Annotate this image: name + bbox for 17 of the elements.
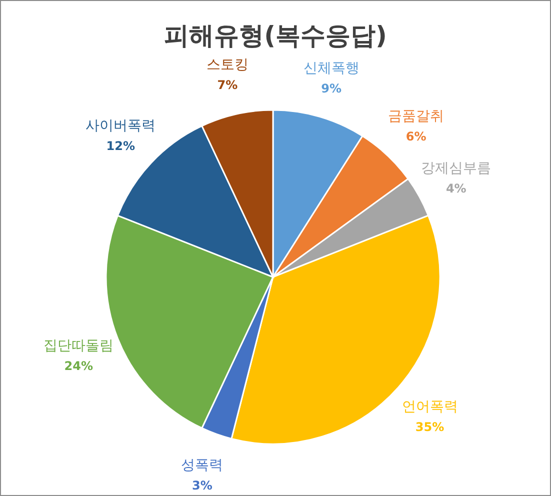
data-label: 12% bbox=[106, 138, 136, 153]
data-label: 35% bbox=[415, 420, 444, 434]
data-label: 9% bbox=[321, 81, 342, 96]
slice-label: 성폭력 bbox=[181, 458, 224, 474]
slice-label: 신체폭행 bbox=[303, 60, 360, 76]
slice-label: 언어폭력 bbox=[402, 399, 458, 416]
data-label: 7% bbox=[217, 78, 238, 92]
data-label: 24% bbox=[64, 358, 94, 373]
slice-label: 강제심부름 bbox=[421, 160, 492, 176]
slice-label: 금품갈취 bbox=[388, 108, 444, 125]
chart-title: 피해유형(복수응답) bbox=[164, 21, 387, 50]
slice-label: 사이버폭력 bbox=[86, 118, 156, 134]
data-label: 4% bbox=[446, 181, 466, 196]
data-label: 3% bbox=[192, 478, 212, 493]
slice-label: 스토킹 bbox=[206, 57, 248, 74]
data-label: 6% bbox=[406, 130, 426, 144]
slice-label: 집단따돌림 bbox=[44, 338, 114, 354]
